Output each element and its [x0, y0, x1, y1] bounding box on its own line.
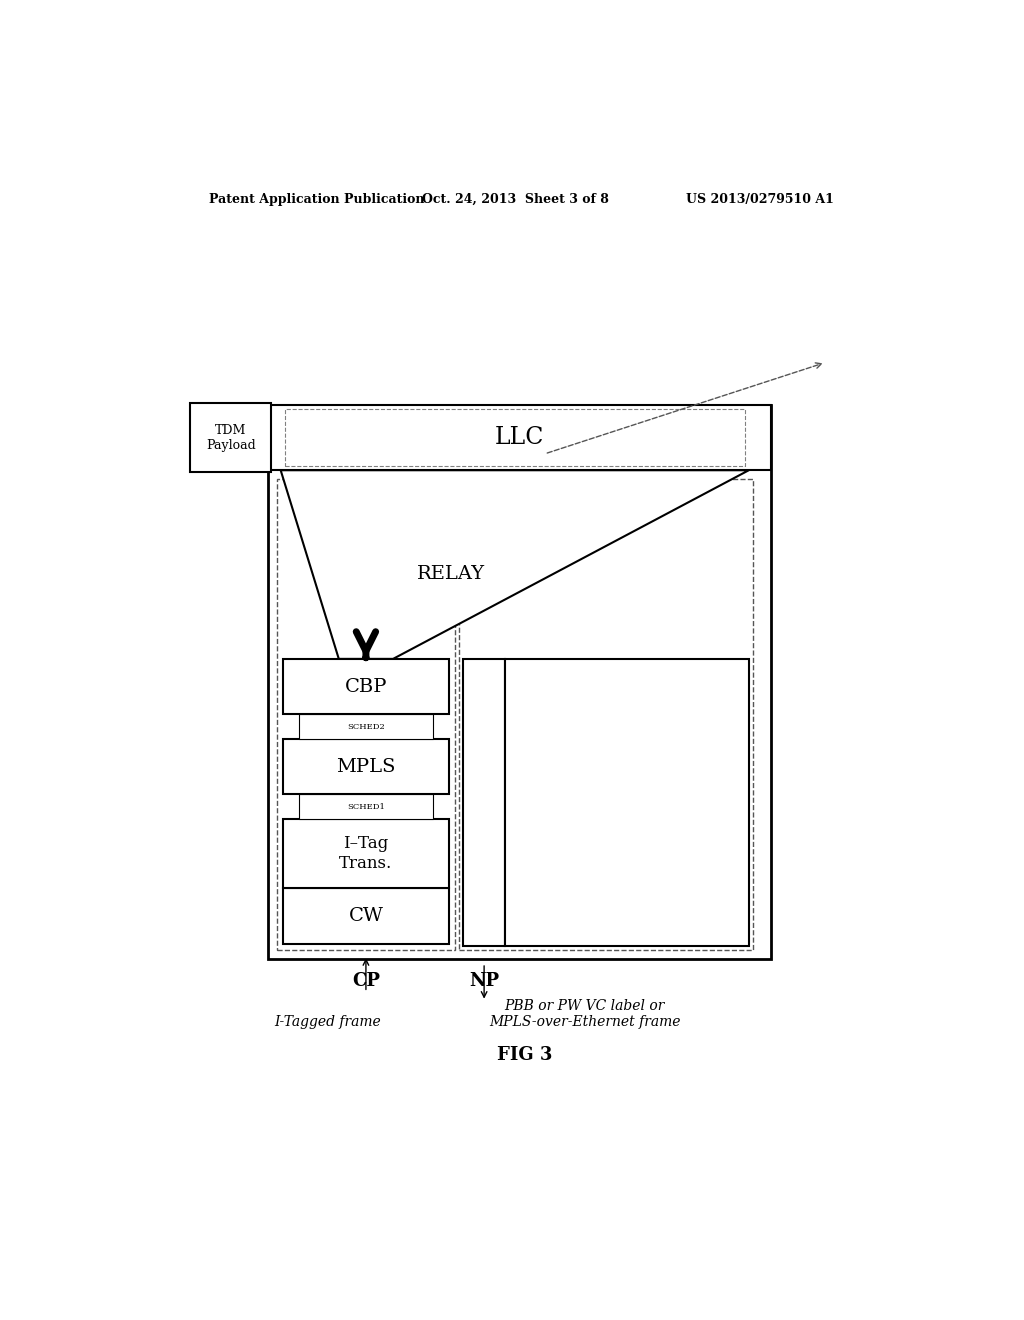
- Bar: [459, 479, 753, 950]
- Bar: [190, 403, 271, 473]
- Text: CP: CP: [352, 972, 380, 990]
- Polygon shape: [281, 470, 749, 659]
- Text: RELAY: RELAY: [417, 565, 485, 583]
- Text: FIG 3: FIG 3: [497, 1047, 553, 1064]
- Bar: [276, 479, 455, 950]
- Text: MPLS: MPLS: [336, 758, 395, 776]
- Text: CW: CW: [348, 907, 383, 925]
- Bar: [285, 409, 744, 466]
- Bar: [267, 405, 771, 960]
- Bar: [267, 405, 771, 470]
- Text: LLC: LLC: [495, 426, 544, 449]
- Text: TDM
Payload: TDM Payload: [206, 424, 256, 451]
- Text: Oct. 24, 2013  Sheet 3 of 8: Oct. 24, 2013 Sheet 3 of 8: [423, 193, 609, 206]
- Bar: [283, 659, 449, 714]
- Text: PBB or PW VC label or
MPLS-over-Ethernet frame: PBB or PW VC label or MPLS-over-Ethernet…: [489, 999, 681, 1030]
- Bar: [299, 714, 433, 739]
- Bar: [506, 659, 749, 946]
- Text: SCHED1: SCHED1: [347, 803, 385, 810]
- Bar: [299, 795, 433, 818]
- Text: SCHED2: SCHED2: [347, 722, 385, 731]
- Text: Patent Application Publication: Patent Application Publication: [209, 193, 425, 206]
- Bar: [283, 888, 449, 944]
- Text: US 2013/0279510 A1: US 2013/0279510 A1: [686, 193, 834, 206]
- Bar: [463, 659, 506, 946]
- Bar: [283, 739, 449, 795]
- Text: I-Tagged frame: I-Tagged frame: [273, 1015, 381, 1030]
- Text: NP: NP: [469, 972, 499, 990]
- Bar: [283, 818, 449, 888]
- Text: I–Tag
Trans.: I–Tag Trans.: [339, 836, 392, 873]
- Text: CBP: CBP: [345, 677, 387, 696]
